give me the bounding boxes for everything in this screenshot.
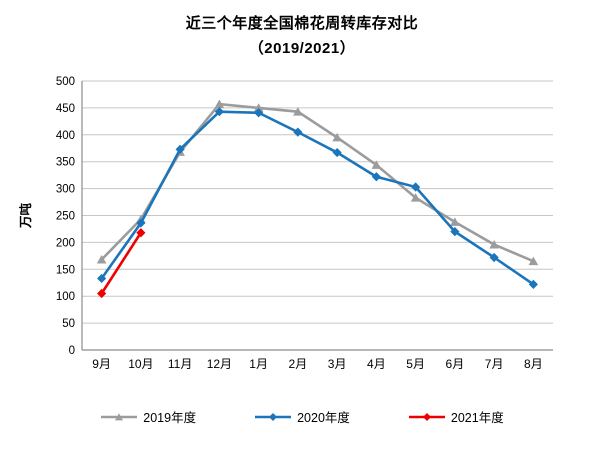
y-tick-label: 250 [56,211,75,223]
legend-item-2019: 2019年度 [100,407,196,426]
y-tick-label: 400 [56,130,75,142]
series-line [100,110,535,286]
y-tick-label: 350 [56,157,75,169]
plot-area-wrap: 0 50 100 150 200 250 300 350 400 450 500 9月 10月 11月 12… [0,61,604,391]
x-tick-label: 10月 [128,357,153,371]
y-tick-label: 500 [56,76,75,88]
chart-title-block: 近三个年度全国棉花周转库存对比 （2019/2021） [0,11,604,61]
x-tick-label: 8月 [524,357,543,371]
series-marker [136,228,146,238]
y-tick-label: 50 [62,318,75,330]
series-marker [254,108,264,118]
x-tick-label: 2月 [289,357,308,371]
chart-title: 近三个年度全国棉花周转库存对比 [185,15,419,32]
y-tick-label: 300 [56,184,75,196]
series-marker [293,127,303,137]
series-marker [528,279,538,289]
series-marker [371,160,382,169]
series-marker [450,217,460,226]
x-tick-label: 4月 [367,357,386,371]
chart-subtitle: （2019/2021） [248,40,356,57]
series-marker [332,132,342,142]
legend: 2019年度 2020年度 2021年度 [0,407,604,426]
y-tick-label: 150 [56,264,75,276]
series-marker [253,103,264,112]
legend-marker [115,412,124,420]
series-marker [528,256,539,266]
series-marker [450,227,460,237]
series-marker [410,193,421,202]
legend-item-2020: 2020年度 [254,407,350,426]
y-tick-label: 0 [69,345,75,357]
legend-label-2019: 2019年度 [143,411,197,425]
series-line [100,232,142,295]
legend-marker-2019-icon [101,412,138,420]
y-tick-label: 200 [56,237,75,249]
y-tick-label: 100 [56,291,75,303]
series-marker [411,182,421,192]
series-marker [175,144,185,154]
legend-label-2020: 2020年度 [297,411,350,425]
series-marker [136,218,146,228]
x-tick-label: 12月 [207,357,232,371]
series-marker [489,252,499,263]
series-marker [293,107,303,116]
chart-page: 近三个年度全国棉花周转库存对比 （2019/2021） 0 50 100 150 200… [0,11,604,465]
legend-marker-2020-icon [255,412,292,421]
x-tick-label: 5月 [406,357,425,371]
x-tick-label: 9月 [92,357,111,371]
line-chart: 0 50 100 150 200 250 300 350 400 450 500 9月 10月 11月 12… [18,76,553,371]
x-tick-label: 7月 [485,357,504,371]
y-tick-label: 450 [56,103,75,115]
legend-label-2021: 2021年度 [450,411,504,425]
x-tick-label: 6月 [446,357,465,371]
series-2020年度 [97,107,538,289]
x-tick-label: 1月 [249,357,268,371]
series-marker [97,288,107,299]
legend-item-2021: 2021年度 [408,407,504,426]
series-marker [489,239,499,249]
legend-marker [269,412,278,421]
series-marker [96,255,107,264]
x-tick-label: 3月 [328,357,347,371]
series-2021年度 [97,228,146,299]
x-tick-label: 11月 [168,357,192,371]
series-marker [332,147,342,158]
series-line [100,102,534,263]
series-marker [371,172,381,182]
legend-marker-2021-icon [408,412,445,421]
y-axis-title: 万吨 [18,203,33,230]
series-marker [214,99,225,109]
legend-marker [422,412,431,421]
